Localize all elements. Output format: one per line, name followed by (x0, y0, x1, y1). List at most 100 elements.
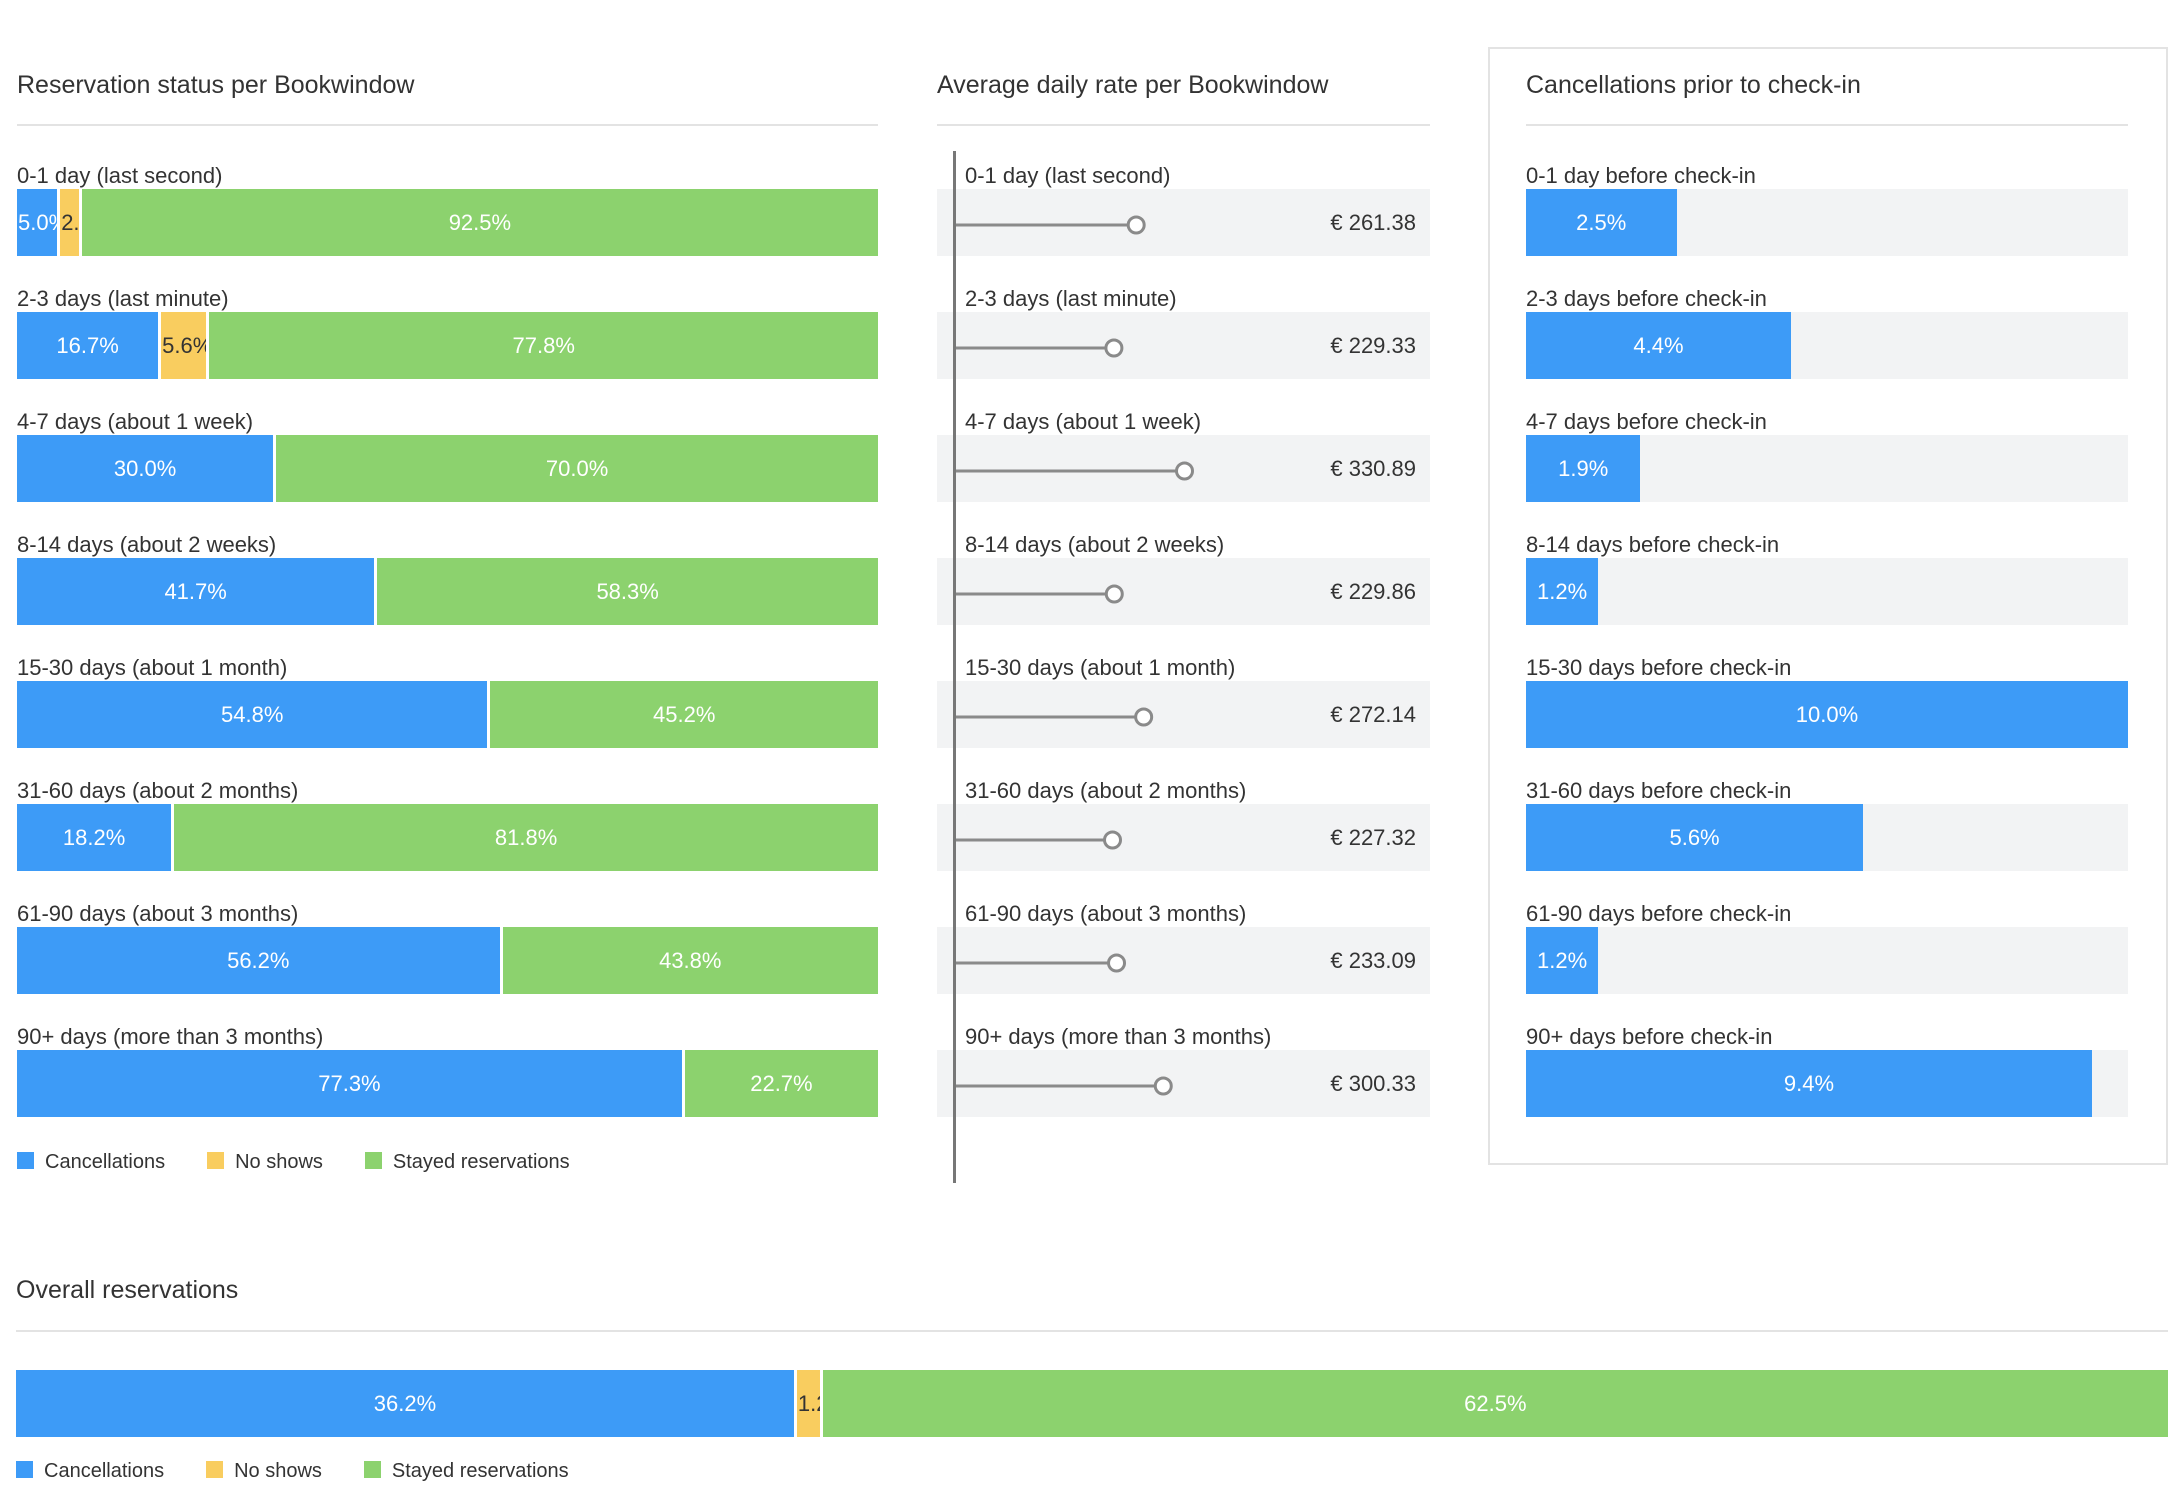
cancellation-row-label: 2-3 days before check-in (1526, 286, 1767, 311)
overall-reservations-title: Overall reservations (16, 1262, 2168, 1332)
bar-segment-cancellations: 5.0% (17, 189, 58, 256)
cancellation-bar-track: 4.4% (1526, 312, 2128, 379)
cancellation-bar-track: 2.5% (1526, 189, 2128, 256)
cancellation-row: 8-14 days before check-in 1.2% (1526, 532, 2128, 655)
bar-segment-stayed: 92.5% (81, 189, 878, 256)
bar-segment-stayed: 45.2% (490, 681, 878, 748)
bar-segment-stayed: 62.5% (822, 1370, 2168, 1437)
adr-lollipop (954, 830, 1123, 850)
adr-value-label: € 261.38 (1330, 210, 1416, 235)
cancellation-bar: 1.9% (1526, 435, 1641, 502)
adr-lollipop (954, 215, 1146, 235)
adr-lollipop (954, 1076, 1173, 1096)
reservation-status-title: Reservation status per Bookwindow (17, 57, 878, 126)
adr-point (1153, 1076, 1173, 1096)
bar-segment-no-shows: 5.6% (161, 312, 207, 379)
status-row-label: 90+ days (more than 3 months) (17, 1024, 324, 1049)
status-row: 15-30 days (about 1 month) 54.8% 45.2% (17, 655, 878, 778)
status-bar: 5.0%2.5%92.5% (17, 189, 878, 256)
legend-item-stayed: Stayed reservations (363, 1460, 569, 1483)
bar-segment-cancellations: 41.7% (17, 558, 375, 625)
status-row-label: 31-60 days (about 2 months) (17, 778, 299, 803)
cancellation-row-label: 15-30 days before check-in (1526, 655, 1792, 680)
status-row-label: 15-30 days (about 1 month) (17, 655, 288, 680)
reservation-status-legend: Cancellations No shows Stayed reservations (17, 1151, 612, 1174)
status-row: 61-90 days (about 3 months) 56.2% 43.8% (17, 901, 878, 1024)
cancellations-prior-title: Cancellations prior to check-in (1526, 57, 2128, 126)
cancellation-row: 31-60 days before check-in 5.6% (1526, 778, 2128, 901)
cancellation-bar-track: 1.2% (1526, 927, 2128, 994)
cancellation-bar-track: 5.6% (1526, 804, 2128, 871)
adr-row-label: 31-60 days (about 2 months) (965, 778, 1247, 803)
adr-lollipop (954, 953, 1127, 973)
status-row-label: 2-3 days (last minute) (17, 286, 229, 311)
cancellation-row-label: 4-7 days before check-in (1526, 409, 1767, 434)
status-bar: 56.2% 43.8% (17, 927, 878, 994)
bar-segment-cancellations: 16.7% (17, 312, 159, 379)
legend-swatch-no-shows (206, 1461, 224, 1478)
status-bar: 30.0% 70.0% (17, 435, 878, 502)
adr-value-label: € 229.33 (1330, 333, 1416, 358)
adr-value-label: € 330.89 (1330, 456, 1416, 481)
status-row-label: 8-14 days (about 2 weeks) (17, 532, 277, 557)
adr-point (1104, 338, 1124, 358)
cancellation-bar: 1.2% (1526, 927, 1599, 994)
overall-legend: Cancellations No shows Stayed reservations (16, 1460, 611, 1483)
legend-item-no-shows: No shows (206, 1460, 322, 1483)
cancellation-bar-track: 9.4% (1526, 1050, 2128, 1117)
bar-segment-cancellations: 36.2% (16, 1370, 794, 1437)
adr-bar-track: € 229.33 (937, 312, 1430, 379)
adr-row: 15-30 days (about 1 month) € 272.14 (937, 655, 1430, 778)
legend-item-no-shows: No shows (207, 1151, 323, 1174)
adr-row: 0-1 day (last second) € 261.38 (937, 163, 1430, 286)
status-row-label: 61-90 days (about 3 months) (17, 901, 299, 926)
adr-row: 2-3 days (last minute) € 229.33 (937, 286, 1430, 409)
cancellation-row-label: 8-14 days before check-in (1526, 532, 1780, 557)
legend-swatch-stayed (364, 1152, 382, 1169)
adr-bar-track: € 300.33 (937, 1050, 1430, 1117)
adr-bar-track: € 229.86 (937, 558, 1430, 625)
bar-segment-cancellations: 56.2% (17, 927, 500, 994)
bar-segment-cancellations: 77.3% (17, 1050, 682, 1117)
adr-bar-track: € 272.14 (937, 681, 1430, 748)
adr-row-label: 0-1 day (last second) (965, 163, 1171, 188)
legend-swatch-no-shows (207, 1152, 225, 1169)
adr-row: 4-7 days (about 1 week) € 330.89 (937, 409, 1430, 532)
legend-item-cancellations: Cancellations (16, 1460, 164, 1483)
adr-lollipop (954, 707, 1154, 727)
adr-point (1175, 461, 1194, 481)
cancellation-row: 0-1 day before check-in 2.5% (1526, 163, 2128, 286)
cancellation-row-label: 90+ days before check-in (1526, 1024, 1773, 1049)
cancellations-box (1488, 47, 2168, 1165)
status-row: 8-14 days (about 2 weeks) 41.7% 58.3% (17, 532, 878, 655)
cancellation-row-label: 61-90 days before check-in (1526, 901, 1792, 926)
adr-point (1134, 707, 1154, 727)
legend-swatch-cancellations (17, 1152, 34, 1169)
adr-value-label: € 227.32 (1330, 825, 1416, 850)
legend-item-stayed: Stayed reservations (364, 1151, 570, 1174)
adr-bar-track: € 233.09 (937, 927, 1430, 994)
adr-point (1103, 830, 1123, 850)
legend-label: No shows (234, 1460, 322, 1482)
cancellation-bar: 5.6% (1526, 804, 1864, 871)
status-row: 4-7 days (about 1 week) 30.0% 70.0% (17, 409, 878, 532)
adr-row: 8-14 days (about 2 weeks) € 229.86 (937, 532, 1430, 655)
adr-row-label: 4-7 days (about 1 week) (965, 409, 1202, 434)
legend-label: Stayed reservations (392, 1151, 570, 1173)
adr-bar-track: € 330.89 (937, 435, 1430, 502)
legend-item-cancellations: Cancellations (17, 1151, 165, 1174)
status-bar: 41.7% 58.3% (17, 558, 878, 625)
overall-bar: 36.2%1.2%62.5% (16, 1370, 2168, 1437)
bar-segment-stayed: 70.0% (276, 435, 878, 502)
cancellation-bar: 4.4% (1526, 312, 1791, 379)
adr-lollipop (954, 584, 1124, 604)
legend-label: No shows (235, 1151, 323, 1173)
adr-point (1104, 584, 1124, 604)
bar-segment-no-shows: 1.2% (796, 1370, 820, 1437)
cancellation-bar-track: 10.0% (1526, 681, 2128, 748)
overall-reservations-panel: Overall reservations 36.2%1.2%62.5% Canc… (16, 1262, 2168, 1494)
legend-swatch-cancellations (16, 1461, 33, 1478)
adr-row-label: 61-90 days (about 3 months) (965, 901, 1247, 926)
bar-segment-stayed: 81.8% (174, 804, 878, 871)
adr-row-label: 2-3 days (last minute) (965, 286, 1177, 311)
